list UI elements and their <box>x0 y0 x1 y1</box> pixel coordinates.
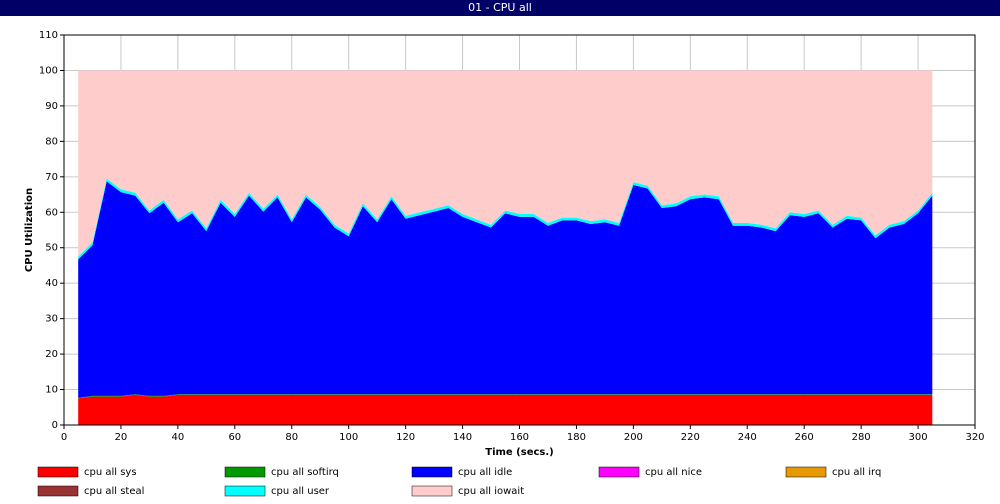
legend-label: cpu all iowait <box>458 486 524 497</box>
legend-label: cpu all idle <box>458 467 512 478</box>
legend-label: cpu all steal <box>84 486 144 497</box>
legend-label: cpu all sys <box>84 467 137 478</box>
x-axis-title: Time (secs.) <box>485 447 554 458</box>
y-tick-label: 10 <box>45 385 58 396</box>
legend-swatch <box>598 466 640 478</box>
y-tick-label: 100 <box>39 65 58 76</box>
y-tick-label: 70 <box>45 172 58 183</box>
y-tick-label: 110 <box>39 30 58 41</box>
x-tick-label: 280 <box>852 432 871 443</box>
x-tick-label: 140 <box>453 432 472 443</box>
window-title: 01 - CPU all <box>0 0 1000 16</box>
x-tick-label: 240 <box>738 432 757 443</box>
legend-label: cpu all softirq <box>271 467 339 478</box>
x-tick-label: 40 <box>172 432 185 443</box>
y-tick-label: 30 <box>45 314 58 325</box>
y-tick-label: 0 <box>52 420 58 431</box>
x-tick-label: 100 <box>339 432 358 443</box>
y-tick-label: 40 <box>45 278 58 289</box>
legend-label: cpu all nice <box>645 467 702 478</box>
legend-swatch <box>411 466 453 478</box>
x-tick-label: 20 <box>115 432 128 443</box>
area <box>78 178 933 260</box>
x-tick-label: 200 <box>624 432 643 443</box>
legend-swatch <box>411 485 453 497</box>
y-tick-label: 80 <box>45 136 58 147</box>
area <box>78 394 933 425</box>
y-tick-label: 60 <box>45 207 58 218</box>
area <box>78 70 933 257</box>
area <box>78 394 933 399</box>
legend-swatch <box>224 466 266 478</box>
chart: 0 20 40 60 80 100 120 140 160 180 200 220 240 260 280 3… <box>24 30 985 497</box>
area <box>78 181 933 398</box>
legend-swatch <box>785 466 827 478</box>
x-tick-label: 160 <box>510 432 529 443</box>
legend-label: cpu all user <box>271 486 330 497</box>
x-tick-label: 0 <box>61 432 67 443</box>
legend-swatch <box>224 485 266 497</box>
x-tick-label: 300 <box>909 432 928 443</box>
x-tick-label: 180 <box>567 432 586 443</box>
y-tick-label: 20 <box>45 349 58 360</box>
y-axis-title: CPU Utilization <box>24 188 35 272</box>
legend-swatch <box>37 466 79 478</box>
y-tick-label: 90 <box>45 101 58 112</box>
x-tick-label: 260 <box>795 432 814 443</box>
x-tick-label: 60 <box>228 432 241 443</box>
x-tick-label: 320 <box>965 432 984 443</box>
y-tick-label: 50 <box>45 243 58 254</box>
x-tick-label: 80 <box>285 432 298 443</box>
x-tick-label: 220 <box>681 432 700 443</box>
x-tick-label: 120 <box>396 432 415 443</box>
legend-label: cpu all irq <box>832 467 881 478</box>
legend-swatch <box>37 485 79 497</box>
